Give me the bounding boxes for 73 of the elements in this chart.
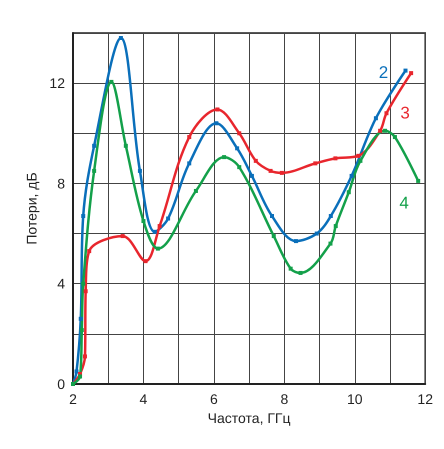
point	[187, 135, 192, 140]
point	[222, 155, 226, 160]
point	[84, 289, 88, 294]
point	[250, 174, 254, 178]
point	[314, 232, 319, 236]
x-axis-title: Частота, ГГц	[208, 410, 291, 426]
x-tick-label: 6	[210, 391, 218, 407]
point	[194, 188, 198, 193]
point	[280, 170, 284, 175]
point	[144, 259, 148, 264]
point	[124, 144, 128, 148]
y-tick-label: 8	[57, 175, 66, 192]
point	[294, 239, 298, 244]
x-tick-label: 8	[280, 391, 288, 407]
point	[358, 158, 362, 163]
point	[328, 242, 332, 246]
point	[166, 216, 170, 221]
y-tick-label: 4	[57, 276, 66, 292]
point	[109, 80, 114, 84]
point	[333, 156, 338, 160]
point	[81, 214, 86, 218]
point	[152, 230, 157, 234]
point	[298, 270, 303, 275]
point	[215, 107, 220, 112]
point	[409, 71, 414, 76]
point	[235, 146, 240, 150]
point	[313, 161, 318, 166]
series-label: 4	[399, 193, 409, 212]
point	[268, 168, 273, 173]
point	[378, 128, 382, 133]
point	[374, 116, 378, 120]
point	[87, 249, 92, 254]
point	[158, 224, 162, 228]
y-axis-title: Потери, дБ	[24, 172, 40, 245]
point	[237, 131, 242, 136]
series-label: 3	[400, 104, 410, 123]
point	[120, 234, 125, 238]
point	[392, 135, 397, 140]
x-tick-label: 10	[346, 391, 363, 407]
point	[270, 214, 274, 218]
point	[92, 168, 96, 173]
point	[81, 282, 86, 286]
point	[350, 174, 354, 178]
point	[92, 144, 96, 148]
point	[138, 168, 142, 173]
point	[346, 190, 351, 194]
y-tick-label: 12	[49, 75, 66, 92]
point	[334, 224, 338, 228]
series-label: 2	[378, 63, 388, 82]
point	[403, 68, 408, 73]
point	[74, 369, 79, 374]
point	[187, 161, 192, 166]
point	[78, 374, 82, 378]
point	[118, 36, 123, 40]
point	[214, 121, 218, 126]
point	[254, 158, 258, 163]
point	[78, 316, 83, 321]
point	[237, 165, 242, 170]
point	[80, 328, 84, 332]
point	[416, 178, 420, 183]
y-tick-label: 0	[57, 376, 66, 392]
point	[272, 234, 276, 238]
point	[288, 266, 293, 271]
point	[141, 219, 146, 224]
x-tick-label: 12	[417, 391, 434, 407]
x-tick-label: 4	[140, 391, 148, 407]
point	[384, 111, 388, 116]
x-tick-label: 2	[69, 391, 78, 407]
point	[156, 246, 160, 251]
point	[383, 128, 388, 133]
point	[328, 214, 333, 218]
point	[356, 154, 360, 158]
point	[82, 354, 87, 358]
